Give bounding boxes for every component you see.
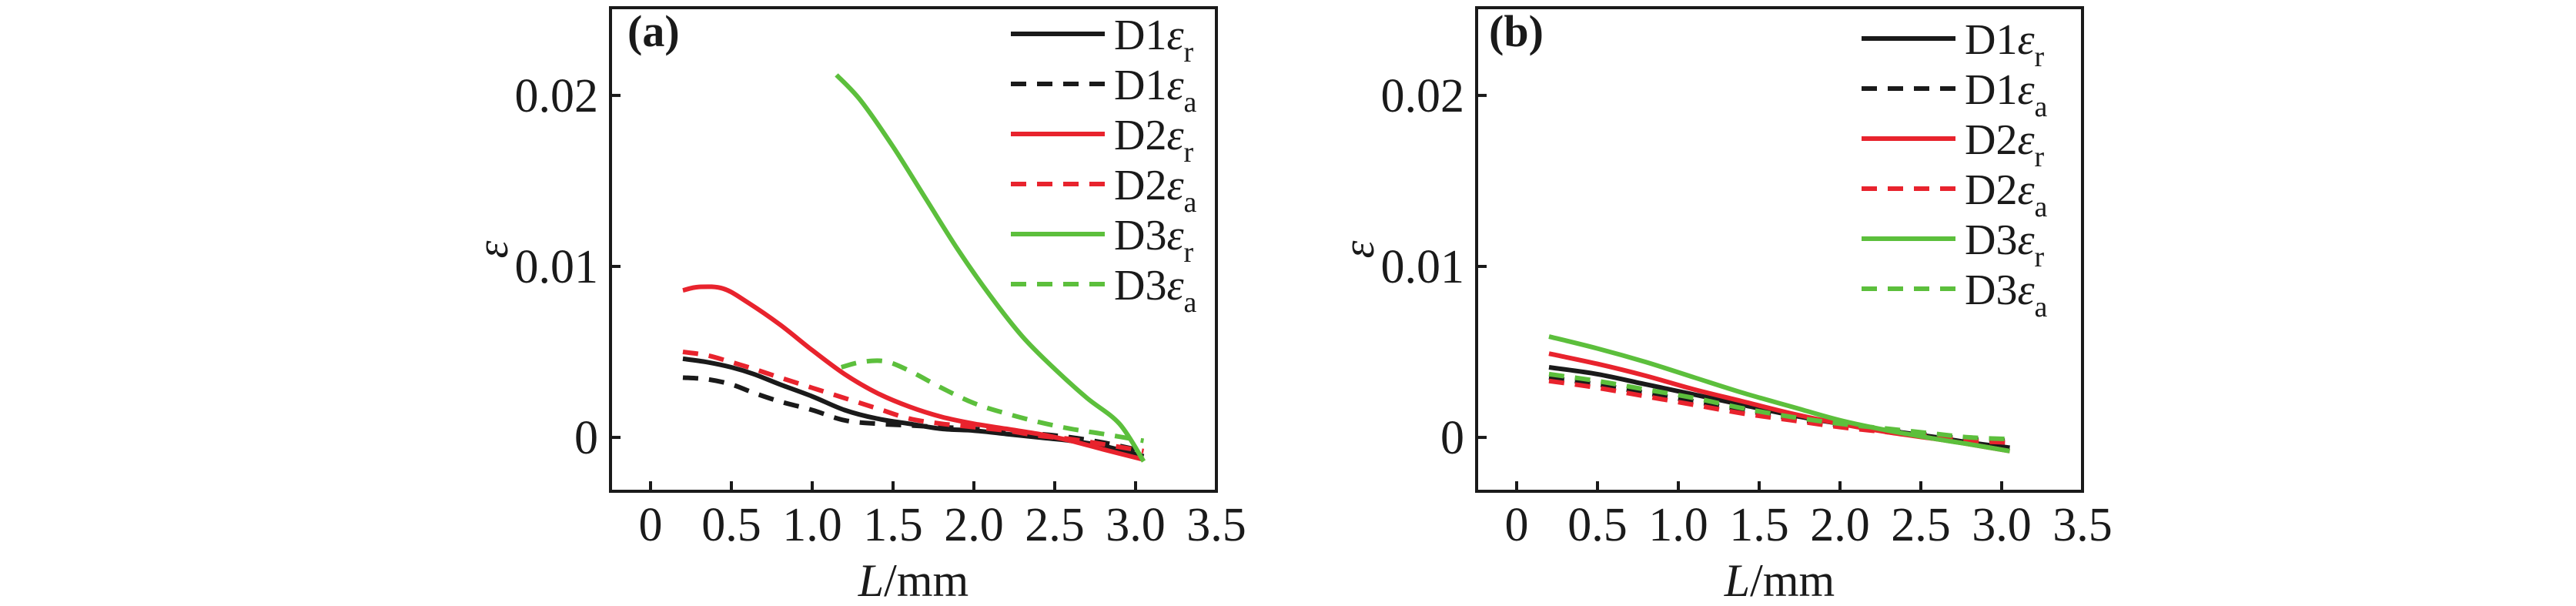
legend-item: D1εr	[1862, 16, 2045, 73]
legend-label: D3εa	[1965, 266, 2048, 323]
panel-tag-a: (a)	[627, 6, 680, 56]
x-tick-label: 0.5	[1567, 499, 1628, 551]
x-tick-label: 3.5	[2052, 499, 2113, 551]
panel-a: 0 0.5 1.0 1.5 2.0 2.5 3.0 3.5 0 0.01 0.02 L/mm ε (a) D…	[467, 6, 1246, 606]
x-tick-label: 0	[1504, 499, 1528, 551]
legend-item: D1εr	[1011, 12, 1194, 69]
legend-item: D3εa	[1011, 262, 1197, 319]
plot-frame-a	[609, 6, 1218, 493]
x-tick-label: 2.5	[1891, 499, 1951, 551]
x-tick-label: 1.5	[1729, 499, 1789, 551]
y-tick-label: 0.01	[1381, 241, 1465, 293]
x-axis-label: L/mm	[1724, 555, 1835, 606]
series-curve-D3-ea	[1548, 371, 2010, 442]
legend-item: D2εr	[1011, 112, 1194, 169]
x-tick-label: 3.0	[1106, 499, 1166, 551]
series-curve-D2-er	[682, 284, 1145, 462]
legend-label: D2εa	[1114, 162, 1197, 219]
x-tick-label: 0.5	[701, 499, 761, 551]
series-curve-D3-er	[835, 73, 1146, 463]
y-tick-label: 0.01	[515, 241, 599, 293]
x-tick-label: 0	[638, 499, 662, 551]
legend-item: D1εa	[1011, 62, 1197, 119]
x-tick-label: 1.0	[782, 499, 842, 551]
legend-label: D1εr	[1965, 16, 2045, 73]
legend-item: D2εr	[1862, 116, 2045, 173]
legend-label: D2εr	[1114, 112, 1194, 169]
x-tick-label: 1.5	[863, 499, 923, 551]
legend-label: D2εa	[1965, 166, 2048, 223]
y-tick-label: 0	[574, 412, 598, 464]
plot-frame-b	[1475, 6, 2084, 493]
legend-label: D1εr	[1114, 12, 1194, 69]
legend-item: D3εr	[1011, 212, 1194, 269]
legend-item: D3εr	[1862, 216, 2045, 273]
x-tick-label: 3.5	[1186, 499, 1246, 551]
legend-item: D2εa	[1011, 162, 1197, 219]
legend-item: D1εa	[1862, 66, 2048, 123]
y-tick-label: 0	[1440, 412, 1464, 464]
panel-tag-b: (b)	[1489, 6, 1544, 56]
x-tick-label: 2.0	[1810, 499, 1870, 551]
legend-item: D2εa	[1862, 166, 2048, 223]
series-curve-D3-er	[1548, 334, 2011, 454]
x-axis-label: L/mm	[858, 555, 969, 606]
legend-label: D3εa	[1114, 262, 1197, 319]
panel-b: 0 0.5 1.0 1.5 2.0 2.5 3.0 3.5 0 0.01 0.02 L/mm ε (b) D…	[1333, 6, 2113, 606]
series-curve-D2-ea	[682, 350, 1145, 454]
legend-label: D3εr	[1965, 216, 2045, 273]
y-axis-label: ε	[1333, 240, 1383, 258]
y-tick-label: 0.02	[515, 70, 599, 122]
series-curve-D3-ea	[840, 358, 1145, 444]
legend-label: D1εa	[1114, 62, 1197, 119]
y-axis-label: ε	[467, 240, 517, 258]
x-tick-label: 2.5	[1025, 499, 1085, 551]
legend-label: D1εa	[1965, 66, 2048, 123]
x-tick-label: 3.0	[1972, 499, 2032, 551]
legend-label: D3εr	[1114, 212, 1194, 269]
legend-item: D3εa	[1862, 266, 2048, 323]
x-tick-label: 2.0	[944, 499, 1004, 551]
legend-label: D2εr	[1965, 116, 2045, 173]
y-tick-label: 0.02	[1381, 70, 1465, 122]
x-tick-label: 1.0	[1648, 499, 1708, 551]
